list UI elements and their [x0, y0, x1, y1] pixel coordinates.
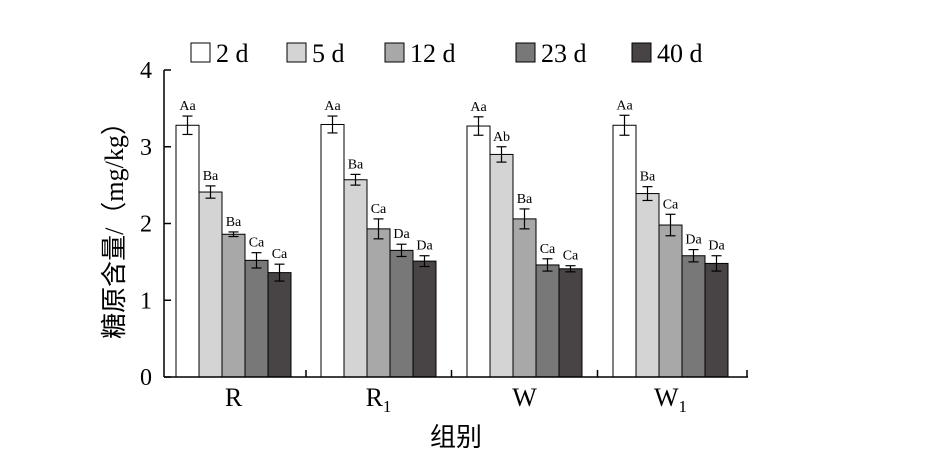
legend-swatch — [631, 42, 652, 63]
bar — [320, 123, 345, 378]
significance-label: Da — [393, 227, 410, 242]
legend: 2 d 5 d 12 d 23 d 40 d — [190, 39, 703, 68]
bar — [175, 124, 200, 378]
significance-label: Ba — [203, 169, 219, 184]
significance-label: Ca — [563, 249, 579, 264]
significance-label: Ba — [640, 170, 656, 185]
bar — [535, 264, 560, 378]
significance-label: Da — [416, 239, 433, 254]
bar — [466, 125, 491, 378]
significance-label: Aa — [179, 99, 196, 114]
y-tick-label: 2 — [140, 212, 152, 238]
significance-label: Ca — [371, 202, 387, 217]
legend-label: 12 d — [410, 39, 456, 68]
legend-swatch — [190, 42, 211, 63]
bar — [612, 124, 637, 378]
y-tick-label: 4 — [140, 58, 152, 84]
y-tick-label: 1 — [140, 288, 152, 314]
bar — [343, 179, 368, 378]
bar — [366, 228, 391, 378]
x-tick-label: W — [512, 383, 537, 412]
bar — [244, 259, 269, 378]
significance-label: Ca — [540, 242, 556, 257]
legend-swatch — [286, 42, 307, 63]
legend-label: 5 d — [312, 39, 345, 68]
legend-label: 40 d — [657, 39, 703, 68]
x-tick-label: W1 — [654, 383, 687, 416]
legend-label: 23 d — [541, 39, 587, 68]
bar — [635, 193, 660, 378]
x-tick-labels: R R1 W W1 — [225, 370, 748, 416]
significance-label: Ba — [517, 192, 533, 207]
bar — [389, 249, 414, 378]
significance-label: Aa — [616, 98, 633, 113]
x-tick-label: R1 — [366, 383, 392, 416]
significance-label: Aa — [470, 100, 487, 115]
significance-label: Ca — [249, 236, 265, 251]
y-tick-label: 0 — [140, 365, 152, 391]
x-axis-title: 组别 — [430, 423, 482, 452]
y-tick-label: 3 — [140, 135, 152, 161]
legend-swatch — [515, 42, 536, 63]
bar — [681, 255, 706, 378]
significance-label: Ca — [663, 197, 679, 212]
significance-label: Ba — [348, 157, 364, 172]
legend-swatch — [384, 42, 405, 63]
significance-label: Ba — [226, 215, 242, 230]
significance-label: Da — [685, 233, 702, 248]
bar — [512, 218, 537, 378]
legend-label: 2 d — [216, 39, 249, 68]
significance-label: Aa — [324, 99, 341, 114]
bar — [489, 153, 514, 378]
bar — [221, 233, 246, 378]
significance-label: Da — [708, 239, 725, 254]
bar — [267, 272, 292, 378]
x-tick-label: R — [225, 383, 243, 412]
significance-label: Ab — [493, 130, 510, 145]
bar — [412, 260, 437, 378]
bars: Aa Ba Ba Ca Ca Aa Ba Ca Da Da Aa Ab Ba Ca Ca Aa Ba Ca Da Da — [175, 98, 729, 378]
bar — [558, 268, 583, 378]
y-ticks: 0 1 2 3 4 — [140, 58, 171, 391]
y-axis-title: 糖原含量/（mg/kg） — [100, 109, 129, 339]
significance-label: Ca — [272, 247, 288, 262]
bar — [704, 262, 729, 378]
bar — [198, 191, 223, 378]
bar — [658, 224, 683, 378]
